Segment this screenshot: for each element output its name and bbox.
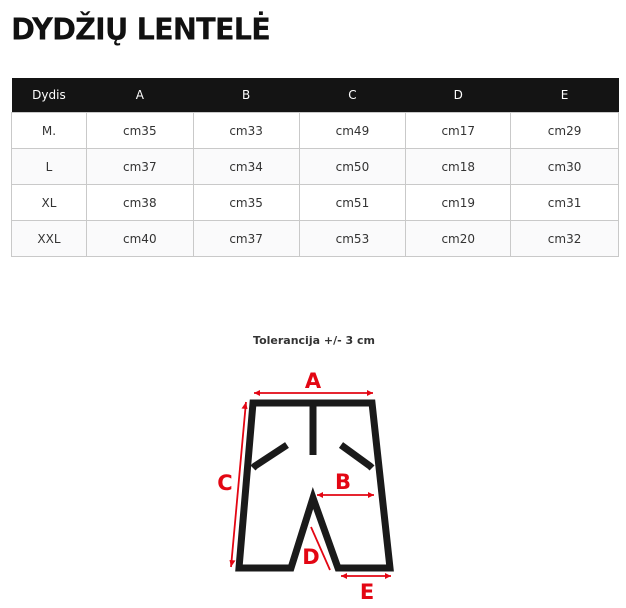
- measurement-cell: cm31: [510, 184, 619, 221]
- column-header: D: [405, 78, 511, 113]
- column-header: B: [193, 78, 300, 113]
- shorts-outline: [235, 399, 394, 572]
- shorts-measurement-diagram: Tolerancija +/- 3 cm A C B D E: [217, 334, 394, 604]
- measurement-cell: cm20: [405, 220, 512, 257]
- column-header: E: [510, 78, 619, 113]
- measurement-cell: cm33: [192, 112, 300, 149]
- measurement-cell: cm38: [85, 184, 194, 221]
- measurement-cell: cm49: [298, 112, 407, 149]
- size-cell: XL: [11, 184, 87, 221]
- page-title: DYDŽIŲ LENTELĖ: [11, 11, 271, 47]
- column-header: A: [86, 78, 194, 113]
- label-d: D: [302, 545, 319, 569]
- measurement-cell: cm53: [298, 220, 407, 257]
- measurement-cell: cm40: [85, 220, 194, 257]
- measure-d-arrow: [310, 526, 331, 571]
- column-header: Dydis: [11, 78, 87, 113]
- tolerance-note: Tolerancija +/- 3 cm: [253, 334, 375, 347]
- size-cell: L: [11, 148, 87, 185]
- table-row: M. cm35 cm33 cm49 cm17 cm29: [11, 112, 619, 149]
- measure-c-arrow: [230, 401, 247, 568]
- measurement-cell: cm51: [298, 184, 407, 221]
- table-row: XXL cm40 cm37 cm53 cm20 cm32: [11, 220, 619, 257]
- measurement-cell: cm19: [405, 184, 512, 221]
- label-c: C: [217, 471, 232, 495]
- measurement-cell: cm37: [85, 148, 194, 185]
- measurement-cell: cm30: [510, 148, 619, 185]
- table-row: XL cm38 cm35 cm51 cm19 cm31: [11, 184, 619, 221]
- label-a: A: [305, 369, 322, 393]
- measurement-cell: cm34: [192, 148, 300, 185]
- measurement-cell: cm18: [405, 148, 512, 185]
- label-b: B: [335, 470, 351, 494]
- measurement-cell: cm17: [405, 112, 512, 149]
- label-e: E: [360, 580, 374, 604]
- measurement-cell: cm29: [510, 112, 619, 149]
- size-cell: XXL: [11, 220, 87, 257]
- measurement-cell: cm35: [192, 184, 300, 221]
- measurement-cell: cm50: [298, 148, 407, 185]
- measurement-cell: cm35: [85, 112, 194, 149]
- size-cell: M.: [11, 112, 87, 149]
- column-header: C: [299, 78, 406, 113]
- measurement-cell: cm37: [192, 220, 300, 257]
- table-header-row: Dydis A B C D E: [11, 78, 619, 113]
- measurement-cell: cm32: [510, 220, 619, 257]
